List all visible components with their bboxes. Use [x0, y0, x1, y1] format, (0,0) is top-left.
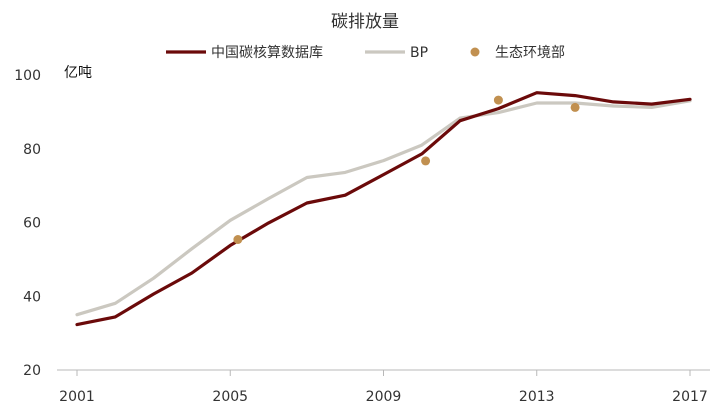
legend-label-0: 中国碳核算数据库 [211, 45, 323, 61]
plot-area [75, 91, 692, 327]
series-2-point-3 [570, 102, 580, 112]
x-tick-label-2009: 2009 [366, 389, 402, 405]
series-line-0 [75, 91, 692, 327]
series-2-point-0 [233, 235, 243, 244]
x-tick-label-2001: 2001 [59, 389, 95, 405]
chart-title: 碳排放量 [331, 12, 399, 32]
x-tick-label-2013: 2013 [519, 389, 555, 405]
legend: 中国碳核算数据库 BP 生态环境部 [166, 45, 565, 61]
y-axis-unit-label: 亿吨 [64, 65, 92, 81]
x-tick-label-2017: 2017 [672, 389, 708, 405]
y-tick-label-40: 40 [23, 289, 41, 305]
y-tick-label-80: 80 [23, 142, 41, 158]
series-2-point-1 [421, 156, 431, 166]
series-line-1 [75, 99, 692, 317]
legend-label-1: BP [410, 45, 428, 61]
legend-marker-2 [470, 47, 480, 57]
y-tick-label-100: 100 [14, 68, 41, 84]
y-axis-ticks: 20 40 60 80 100 [14, 68, 41, 379]
y-tick-label-20: 20 [23, 363, 41, 379]
y-tick-label-60: 60 [23, 216, 41, 232]
x-axis-ticks: 2001 2005 2009 2013 2017 [59, 370, 708, 405]
x-tick-label-2005: 2005 [212, 389, 248, 405]
legend-label-2: 生态环境部 [495, 45, 565, 61]
series-2-point-2 [493, 95, 503, 105]
